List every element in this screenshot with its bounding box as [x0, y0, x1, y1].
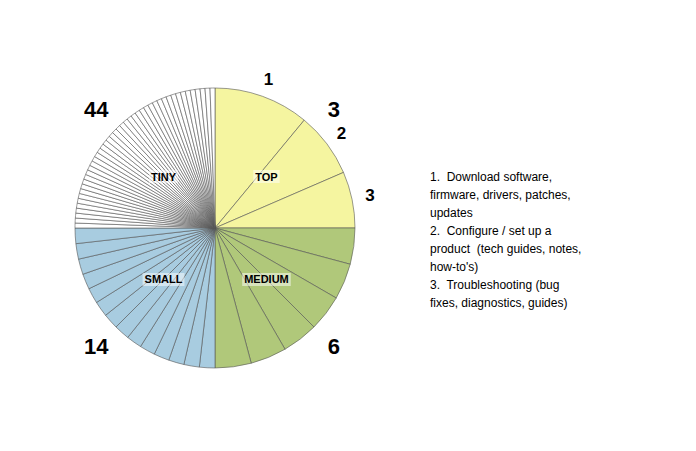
- svg-text:MEDIUM: MEDIUM: [244, 273, 289, 285]
- svg-text:6: 6: [328, 334, 340, 359]
- svg-text:3: 3: [365, 186, 374, 205]
- svg-text:1. Download software,: 1. Download software,: [430, 170, 552, 184]
- svg-text:3. Troubleshooting (bug: 3. Troubleshooting (bug: [430, 278, 559, 292]
- svg-text:44: 44: [84, 97, 109, 122]
- svg-text:1: 1: [264, 70, 273, 89]
- svg-text:fixes, diagnostics, guides): fixes, diagnostics, guides): [430, 296, 567, 310]
- svg-text:product (tech guides, notes,: product (tech guides, notes,: [430, 242, 581, 256]
- svg-text:SMALL: SMALL: [145, 273, 183, 285]
- svg-text:TINY: TINY: [151, 171, 177, 183]
- svg-text:2. Configure / set up a: 2. Configure / set up a: [430, 224, 552, 238]
- svg-text:TOP: TOP: [255, 171, 277, 183]
- svg-text:firmware, drivers, patches,: firmware, drivers, patches,: [430, 188, 571, 202]
- svg-text:2: 2: [337, 124, 346, 143]
- svg-text:updates: updates: [430, 206, 473, 220]
- svg-text:14: 14: [84, 334, 109, 359]
- svg-text:3: 3: [328, 97, 340, 122]
- svg-text:how-to's): how-to's): [430, 260, 478, 274]
